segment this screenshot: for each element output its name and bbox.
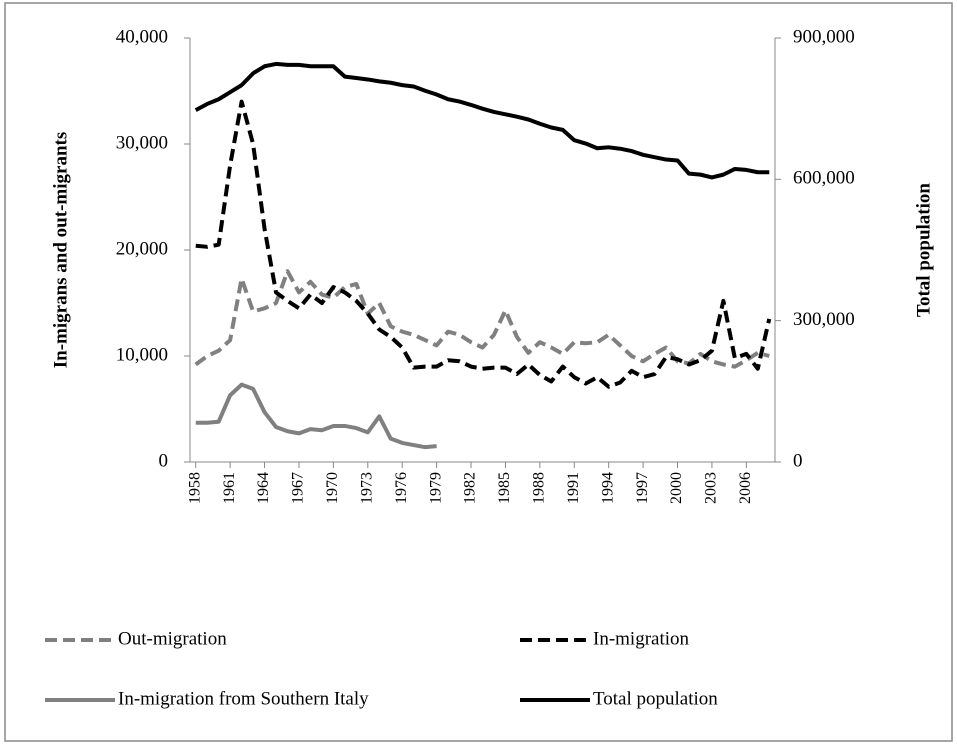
legend-label: Total population	[593, 688, 718, 709]
series-line	[194, 61, 770, 180]
x-tick-label: 1967	[290, 472, 307, 504]
x-tick-label: 1958	[186, 472, 203, 504]
legend-label: Out-migration	[118, 628, 227, 649]
x-tick-label: 1994	[599, 472, 616, 504]
series-line	[195, 382, 437, 450]
x-tick-label: 1979	[427, 472, 444, 504]
y-tick-label: 30,000	[116, 132, 168, 153]
legend-label: In-migration	[593, 628, 690, 649]
x-tick-label: 1961	[221, 472, 238, 504]
x-tick-label: 1997	[634, 472, 651, 504]
x-tick-label: 2000	[668, 472, 685, 504]
x-tick-label: 1988	[531, 472, 548, 504]
frame	[4, 2, 953, 742]
y-tick-label: 0	[159, 450, 169, 471]
x-tick-label: 2006	[737, 472, 754, 504]
series-line	[195, 99, 772, 389]
x-tick-label: 1991	[565, 472, 582, 504]
x-tick-label: 2003	[703, 472, 720, 504]
y2-tick-label: 600,000	[793, 168, 855, 189]
y2-tick-label: 300,000	[793, 309, 855, 330]
y2-tick-label: 0	[793, 450, 803, 471]
y-axis-title: In-migrans and out-migrants	[50, 132, 71, 368]
y2-axis-title: Total population	[913, 183, 934, 317]
y2-tick-label: 900,000	[793, 26, 855, 47]
x-tick-label: 1973	[358, 472, 375, 504]
x-tick-label: 1985	[496, 472, 513, 504]
x-tick-label: 1970	[324, 472, 341, 504]
y-tick-label: 40,000	[116, 26, 168, 47]
x-tick-label: 1964	[255, 472, 272, 504]
legend-label: In-migration from Southern Italy	[118, 688, 369, 709]
x-tick-label: 1982	[462, 472, 479, 504]
y-tick-label: 20,000	[116, 238, 168, 259]
y-tick-label: 10,000	[116, 344, 168, 365]
x-tick-label: 1976	[393, 472, 410, 504]
